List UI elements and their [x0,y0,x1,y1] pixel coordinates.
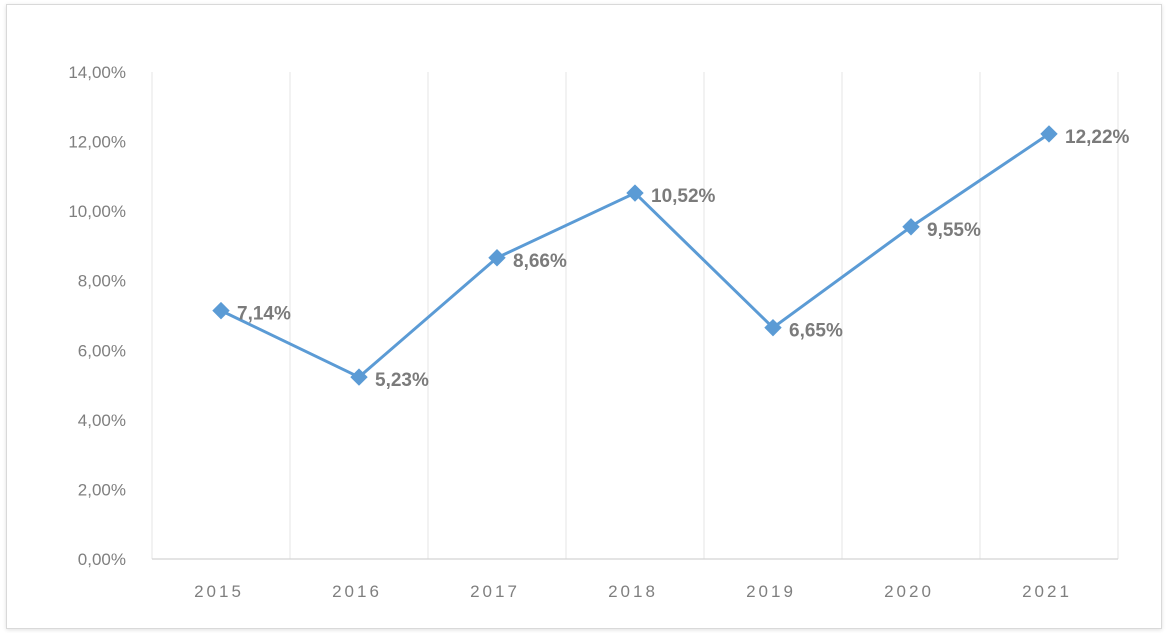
y-tick-label: 0,00% [78,550,126,569]
data-point-marker [1040,125,1058,143]
axis-layer: 0,00% 2,00% 4,00% 6,00% 8,00% 10,00% 12,00% 14,… [68,63,1118,601]
label-layer: 7,14% 5,23% 8,66% 10,52% 6,65% 9,55% 12,22% [237,127,1130,391]
grid-layer [151,72,1119,559]
data-label: 9,55% [927,220,981,241]
data-point-marker [350,368,368,386]
x-tick-label: 2021 [1022,582,1072,601]
series-layer [212,125,1058,386]
y-tick-label: 2,00% [78,480,126,499]
chart-frame [6,4,1162,629]
y-tick-label: 14,00% [68,63,126,82]
y-tick-label: 6,00% [78,341,126,360]
data-point-marker [902,218,920,236]
x-tick-label: 2019 [746,582,796,601]
y-tick-label: 10,00% [68,202,126,221]
data-label: 10,52% [651,186,716,207]
series-line [220,132,1050,379]
x-tick-label: 2015 [194,582,244,601]
data-label: 7,14% [237,304,291,325]
data-label: 6,65% [789,321,843,342]
data-point-marker [212,301,230,320]
y-tick-label: 12,00% [68,133,126,152]
data-point-marker [488,249,506,267]
x-tick-label: 2018 [608,582,658,601]
data-label: 8,66% [513,251,567,272]
x-tick-label: 2017 [470,582,520,601]
x-tick-label: 2016 [332,582,382,601]
data-label: 12,22% [1065,127,1130,148]
x-tick-label: 2020 [884,582,934,601]
y-tick-label: 4,00% [78,411,126,430]
y-tick-label: 8,00% [78,272,126,291]
data-point-marker [626,184,644,202]
data-label: 5,23% [375,370,429,391]
data-point-marker [764,318,782,337]
